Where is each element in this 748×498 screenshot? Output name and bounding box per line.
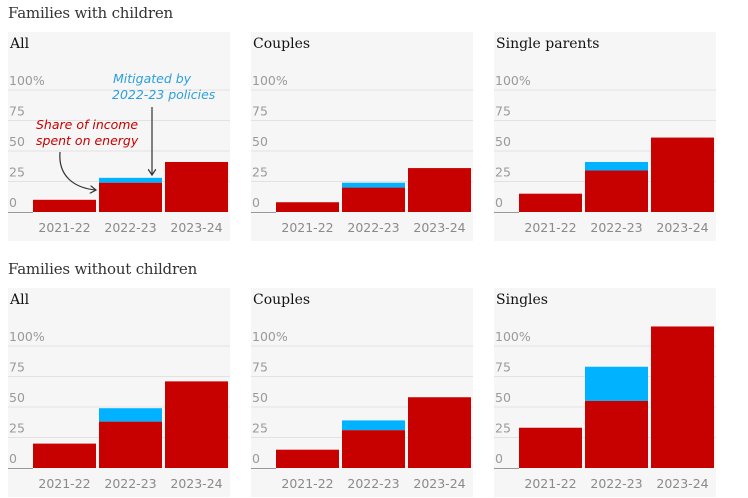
bar-energy-share bbox=[99, 421, 162, 468]
x-tick-label: 2023-24 bbox=[413, 476, 465, 491]
y-tick-label: 75 bbox=[252, 104, 268, 119]
chart-panel-without-children-couples: Couples 0 25 50 75 100% 2021-22 2022-23 2023-24 bbox=[251, 288, 473, 497]
section-title-with-children: Families with children bbox=[8, 4, 173, 22]
y-tick-label: 75 bbox=[252, 360, 268, 375]
bar-energy-share bbox=[342, 430, 405, 468]
bar-energy-share bbox=[651, 137, 714, 212]
y-tick-label: 100% bbox=[495, 73, 531, 88]
bar-energy-share bbox=[519, 193, 582, 212]
panel-title: Couples bbox=[253, 292, 311, 308]
y-tick-label: 100% bbox=[252, 73, 288, 88]
x-tick-label: 2023-24 bbox=[413, 220, 465, 235]
x-tick-label: 2023-24 bbox=[656, 220, 708, 235]
y-tick-label: 50 bbox=[252, 134, 268, 149]
chart-panel-with-children-all: All 0 25 50 75 100% 2021-22 2022-23 2023-24 bbox=[8, 32, 230, 241]
x-tick-label: 2023-24 bbox=[170, 220, 222, 235]
y-tick-label: 50 bbox=[9, 134, 25, 149]
y-tick-label: 100% bbox=[9, 73, 45, 88]
panel-title: All bbox=[10, 36, 30, 52]
chart-panel-with-children-single-parents: Single parents 0 25 50 75 100% 2021-22 2022-23… bbox=[494, 32, 716, 241]
y-tick-label: 25 bbox=[9, 165, 25, 180]
y-tick-label: 0 bbox=[495, 195, 503, 210]
y-tick-label: 75 bbox=[495, 104, 511, 119]
y-tick-label: 50 bbox=[495, 134, 511, 149]
bar-mitigated bbox=[342, 420, 405, 431]
bar-energy-share bbox=[342, 187, 405, 212]
bar-energy-share bbox=[33, 199, 96, 212]
x-tick-label: 2022-23 bbox=[104, 220, 156, 235]
y-tick-label: 25 bbox=[495, 421, 511, 436]
x-tick-label: 2022-23 bbox=[104, 476, 156, 491]
x-tick-label: 2021-22 bbox=[38, 476, 90, 491]
bar-energy-share bbox=[519, 427, 582, 468]
x-tick-label: 2021-22 bbox=[524, 476, 576, 491]
bar-mitigated bbox=[585, 366, 648, 401]
y-tick-label: 75 bbox=[495, 360, 511, 375]
bar-energy-share bbox=[276, 449, 339, 468]
chart-svg: 0 25 50 75 100% 2021-22 2022-23 2023-24 bbox=[251, 73, 473, 235]
bar-energy-share bbox=[33, 443, 96, 468]
y-tick-label: 100% bbox=[495, 329, 531, 344]
x-tick-label: 2023-24 bbox=[170, 476, 222, 491]
bar-energy-share bbox=[165, 161, 228, 212]
x-tick-label: 2022-23 bbox=[347, 220, 399, 235]
bar-energy-share bbox=[276, 202, 339, 212]
y-tick-label: 50 bbox=[252, 390, 268, 405]
x-tick-label: 2023-24 bbox=[656, 476, 708, 491]
bar-mitigated bbox=[585, 161, 648, 171]
annotation-energy-line1: Share of income bbox=[36, 117, 139, 132]
panel-title: Single parents bbox=[496, 36, 600, 52]
annotation-energy-line2: spent on energy bbox=[36, 133, 139, 148]
chart-svg: 0 25 50 75 100% 2021-22 2022-23 2023-24 bbox=[8, 329, 230, 491]
chart-panel-without-children-singles: Singles 0 25 50 75 100% 2021-22 2022-23 2023-24 bbox=[494, 288, 716, 497]
y-tick-label: 50 bbox=[9, 390, 25, 405]
x-tick-label: 2021-22 bbox=[281, 220, 333, 235]
x-tick-label: 2021-22 bbox=[281, 476, 333, 491]
panel-title: Singles bbox=[496, 292, 548, 308]
chart-svg: 0 25 50 75 100% 2021-22 2022-23 2023-24 bbox=[8, 73, 230, 235]
y-tick-label: 0 bbox=[9, 451, 17, 466]
x-tick-label: 2021-22 bbox=[38, 220, 90, 235]
bar-energy-share bbox=[99, 182, 162, 212]
panel-title: Couples bbox=[253, 36, 311, 52]
bar-energy-share bbox=[585, 400, 648, 468]
y-tick-label: 25 bbox=[495, 165, 511, 180]
x-tick-label: 2021-22 bbox=[524, 220, 576, 235]
annotation-mitigated-line2: 2022-23 policies bbox=[112, 87, 216, 102]
annotation-mitigated: Mitigated by 2022-23 policies bbox=[112, 71, 216, 103]
y-tick-label: 25 bbox=[9, 421, 25, 436]
y-tick-label: 100% bbox=[9, 329, 45, 344]
annotation-mitigated-line1: Mitigated by bbox=[113, 71, 192, 86]
x-tick-label: 2022-23 bbox=[590, 220, 642, 235]
bar-energy-share bbox=[165, 381, 228, 468]
y-tick-label: 75 bbox=[9, 104, 25, 119]
bar-mitigated bbox=[99, 408, 162, 422]
bar-energy-share bbox=[408, 168, 471, 212]
y-tick-label: 75 bbox=[9, 360, 25, 375]
panel-title: All bbox=[10, 292, 30, 308]
y-tick-label: 0 bbox=[495, 451, 503, 466]
section-title-without-children: Families without children bbox=[8, 260, 198, 278]
chart-svg: 0 25 50 75 100% 2021-22 2022-23 2023-24 bbox=[251, 329, 473, 491]
chart-svg: 0 25 50 75 100% 2021-22 2022-23 2023-24 bbox=[494, 73, 716, 235]
annotation-energy-share: Share of income spent on energy bbox=[36, 117, 138, 149]
x-tick-label: 2022-23 bbox=[590, 476, 642, 491]
y-tick-label: 50 bbox=[495, 390, 511, 405]
y-tick-label: 100% bbox=[252, 329, 288, 344]
bar-energy-share bbox=[585, 170, 648, 212]
y-tick-label: 0 bbox=[252, 451, 260, 466]
bar-energy-share bbox=[651, 326, 714, 468]
chart-svg: 0 25 50 75 100% 2021-22 2022-23 2023-24 bbox=[494, 326, 716, 491]
y-tick-label: 0 bbox=[9, 195, 17, 210]
chart-panel-without-children-all: All 0 25 50 75 100% 2021-22 2022-23 2023-24 bbox=[8, 288, 230, 497]
y-tick-label: 25 bbox=[252, 421, 268, 436]
bar-mitigated bbox=[342, 182, 405, 188]
y-tick-label: 25 bbox=[252, 165, 268, 180]
y-tick-label: 0 bbox=[252, 195, 260, 210]
chart-panel-with-children-couples: Couples 0 25 50 75 100% 2021-22 2022-23 2023-24 bbox=[251, 32, 473, 241]
bar-energy-share bbox=[408, 397, 471, 468]
bar-mitigated bbox=[99, 177, 162, 183]
x-tick-label: 2022-23 bbox=[347, 476, 399, 491]
